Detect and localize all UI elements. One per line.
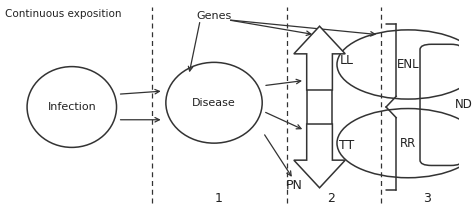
Text: TT: TT	[339, 139, 355, 152]
Text: Infection: Infection	[47, 102, 96, 112]
Text: Disease: Disease	[192, 98, 236, 108]
Text: ND: ND	[455, 98, 472, 111]
Text: ENL: ENL	[397, 58, 419, 71]
Polygon shape	[294, 124, 345, 188]
Text: 2: 2	[327, 192, 335, 205]
Text: Genes: Genes	[196, 11, 232, 21]
Text: LL: LL	[339, 54, 353, 67]
Text: PN: PN	[286, 179, 303, 192]
Text: RR: RR	[400, 137, 416, 150]
Text: 1: 1	[215, 192, 223, 205]
Text: 3: 3	[423, 192, 431, 205]
Text: Continuous exposition: Continuous exposition	[5, 9, 122, 19]
Polygon shape	[294, 26, 345, 90]
